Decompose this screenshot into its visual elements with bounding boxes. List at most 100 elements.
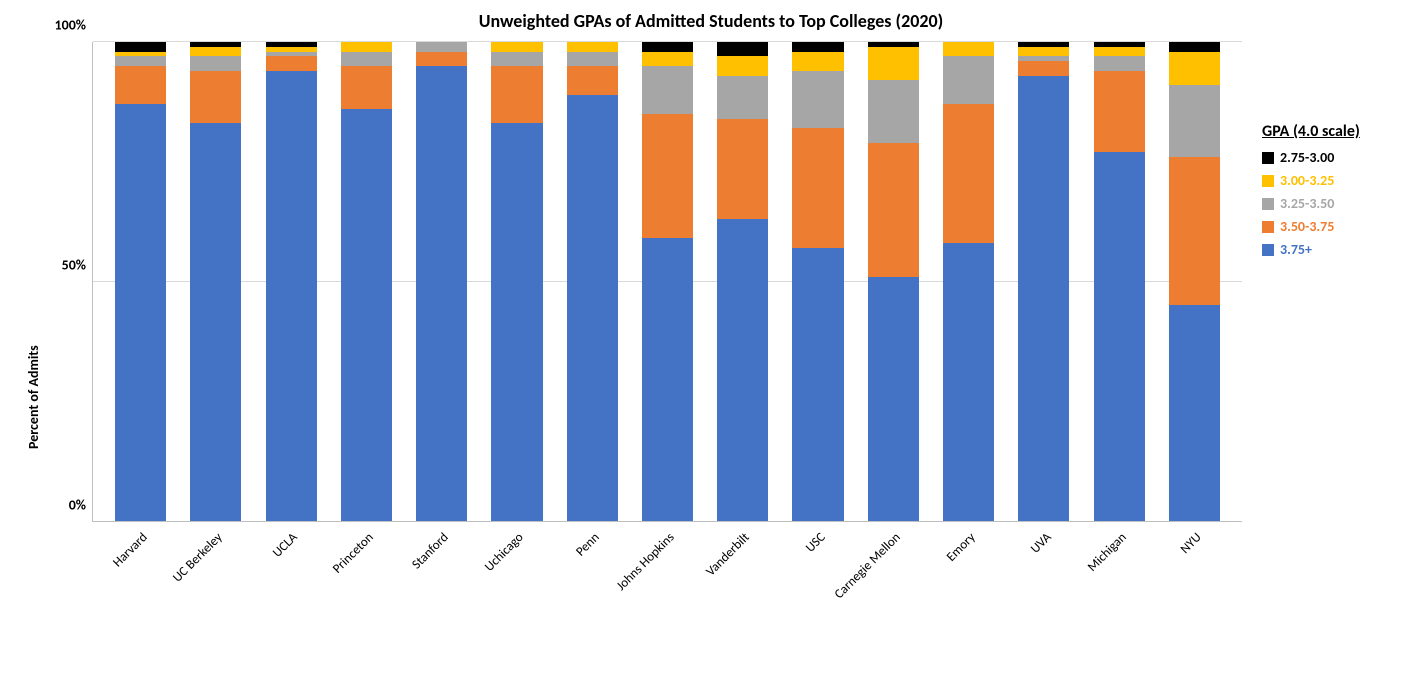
bar xyxy=(792,42,843,521)
bar-segment xyxy=(1094,47,1145,57)
bar-column xyxy=(931,42,1006,521)
x-axis-label: Princeton xyxy=(330,530,377,577)
chart-title: Unweighted GPAs of Admitted Students to … xyxy=(20,10,1402,32)
bar-segment xyxy=(868,80,919,142)
bar-segment xyxy=(717,219,768,521)
bar xyxy=(341,42,392,521)
x-axis-label: UVA xyxy=(1028,530,1055,557)
bar xyxy=(1169,42,1220,521)
bar-segment xyxy=(792,248,843,521)
y-axis-ticks: 0%50%100% xyxy=(42,42,92,632)
bar-column xyxy=(329,42,404,521)
bar xyxy=(416,42,467,521)
legend-label: 3.25-3.50 xyxy=(1280,195,1334,212)
bar-segment xyxy=(1169,85,1220,157)
bar-segment xyxy=(341,52,392,66)
legend-swatch xyxy=(1262,175,1274,187)
x-label-column: Harvard xyxy=(102,522,177,632)
bar-segment xyxy=(642,66,693,114)
bar-segment xyxy=(567,95,618,521)
x-axis-label: Harvard xyxy=(110,530,150,570)
bar xyxy=(567,42,618,521)
legend-label: 3.00-3.25 xyxy=(1280,172,1334,189)
bar-segment xyxy=(491,42,542,52)
bar-column xyxy=(479,42,554,521)
bar-segment xyxy=(190,123,241,521)
bar-column xyxy=(856,42,931,521)
bar-column xyxy=(555,42,630,521)
legend-item: 3.50-3.75 xyxy=(1262,218,1402,235)
x-label-column: Uchicago xyxy=(479,522,554,632)
bar-segment xyxy=(642,42,693,52)
legend-label: 3.75+ xyxy=(1280,241,1312,258)
bar-segment xyxy=(1169,305,1220,521)
bar xyxy=(943,42,994,521)
legend-label: 3.50-3.75 xyxy=(1280,218,1334,235)
bar-segment xyxy=(792,42,843,52)
bar-segment xyxy=(1169,52,1220,86)
x-label-column: UC Berkeley xyxy=(177,522,252,632)
legend-item: 3.00-3.25 xyxy=(1262,172,1402,189)
x-axis-label: Vanderbilt xyxy=(704,530,753,579)
bar-segment xyxy=(491,66,542,123)
y-tick-label: 50% xyxy=(62,257,92,274)
x-label-column: Carnegie Mellon xyxy=(855,522,930,632)
bar-segment xyxy=(868,143,919,277)
bar-column xyxy=(254,42,329,521)
bar-segment xyxy=(1169,157,1220,305)
bar-segment xyxy=(1018,76,1069,521)
bar-segment xyxy=(190,71,241,124)
bar-segment xyxy=(868,277,919,521)
bar-segment xyxy=(416,66,467,521)
bar-segment xyxy=(115,56,166,66)
x-label-column: Stanford xyxy=(403,522,478,632)
bar-segment xyxy=(792,52,843,71)
bar-segment xyxy=(642,238,693,521)
legend-swatch xyxy=(1262,221,1274,233)
y-tick-label: 100% xyxy=(55,17,93,34)
x-label-column: USC xyxy=(780,522,855,632)
bar-column xyxy=(1006,42,1081,521)
x-axis-labels: HarvardUC BerkeleyUCLAPrincetonStanfordU… xyxy=(92,522,1242,632)
bar-segment xyxy=(1169,42,1220,52)
bar xyxy=(868,42,919,521)
bar-segment xyxy=(567,52,618,66)
x-axis-label: USC xyxy=(803,530,829,556)
x-axis-label: UCLA xyxy=(270,530,301,561)
bar-segment xyxy=(642,114,693,239)
x-axis-label: NYU xyxy=(1178,530,1205,557)
bar-segment xyxy=(943,56,994,104)
x-axis-label: Michigan xyxy=(1085,530,1130,575)
bar xyxy=(491,42,542,521)
x-label-column: Vanderbilt xyxy=(705,522,780,632)
bar-segment xyxy=(1018,61,1069,75)
legend-title: GPA (4.0 scale) xyxy=(1262,122,1402,141)
bar-segment xyxy=(416,42,467,52)
y-tick-label: 0% xyxy=(69,497,92,514)
x-label-column: UCLA xyxy=(253,522,328,632)
legend-swatch xyxy=(1262,198,1274,210)
bar-segment xyxy=(1094,152,1145,521)
plot-area xyxy=(92,42,1242,522)
bar-segment xyxy=(190,47,241,57)
bars-group xyxy=(93,42,1242,521)
x-axis-label: Penn xyxy=(573,530,602,559)
bar xyxy=(115,42,166,521)
bar-segment xyxy=(115,42,166,52)
legend-items: 2.75-3.003.00-3.253.25-3.503.50-3.753.75… xyxy=(1262,149,1402,264)
bar-segment xyxy=(567,42,618,52)
bar-column xyxy=(1157,42,1232,521)
bar-segment xyxy=(792,71,843,128)
bar-segment xyxy=(266,56,317,70)
x-label-column: Johns Hopkins xyxy=(629,522,704,632)
bar-segment xyxy=(717,42,768,56)
legend: GPA (4.0 scale) 2.75-3.003.00-3.253.25-3… xyxy=(1242,122,1402,632)
bar-column xyxy=(705,42,780,521)
plot-wrap: HarvardUC BerkeleyUCLAPrincetonStanfordU… xyxy=(92,42,1242,632)
chart-body: Percent of Admits 0%50%100% HarvardUC Be… xyxy=(20,42,1402,632)
bar-segment xyxy=(943,42,994,56)
bar-column xyxy=(1081,42,1156,521)
bar xyxy=(266,42,317,521)
bar-segment xyxy=(266,71,317,521)
bar-segment xyxy=(341,109,392,521)
